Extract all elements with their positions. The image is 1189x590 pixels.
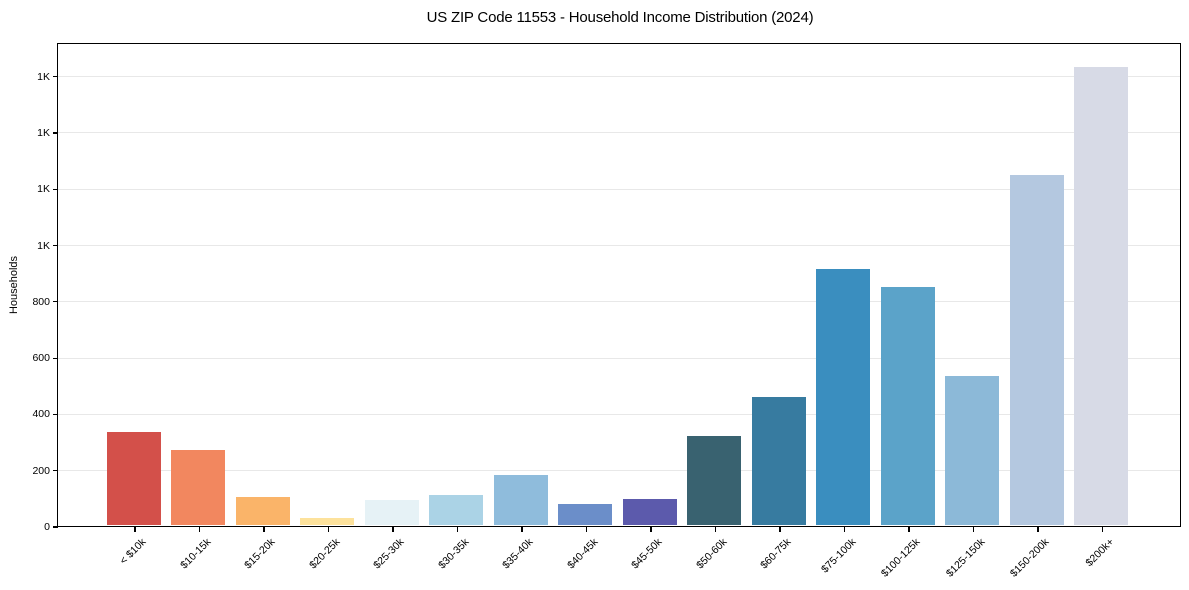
y-tick-label: 0 [44, 521, 50, 533]
x-tick-mark [650, 527, 652, 532]
bar [235, 497, 290, 526]
y-tick-mark [53, 301, 58, 303]
x-tick-mark [972, 527, 975, 532]
x-tick-mark [585, 527, 588, 532]
x-tick-label: $30-35k [435, 536, 471, 572]
bar [493, 475, 548, 526]
x-tick-mark [1037, 527, 1039, 532]
x-tick-label: $20-25k [306, 536, 342, 572]
bar [558, 504, 612, 526]
x-tick-mark [843, 527, 846, 532]
bar [880, 287, 935, 526]
x-tick-label: $35-40k [500, 536, 536, 572]
y-tick-mark [53, 413, 58, 415]
y-tick-label: 1K [37, 183, 50, 196]
gridline [58, 76, 1180, 78]
x-tick-mark [521, 527, 523, 532]
y-tick-mark [53, 244, 58, 247]
plot-area [57, 43, 1181, 527]
y-tick-label: 200 [32, 464, 50, 477]
x-tick-label: $50-60k [693, 536, 729, 572]
bar [816, 269, 870, 526]
y-tick-mark [53, 357, 58, 359]
x-tick-label: $75-100k [818, 536, 858, 576]
bar [1009, 175, 1064, 526]
x-tick-label: $10-15k [177, 536, 213, 572]
x-tick-label: $60-75k [758, 536, 794, 572]
y-tick-mark [53, 76, 58, 78]
x-tick-mark [263, 527, 265, 532]
x-tick-mark [198, 527, 201, 532]
x-tick-mark [714, 527, 717, 532]
x-tick-label: $25-30k [371, 536, 407, 572]
y-tick-mark [53, 188, 58, 190]
gridline [58, 301, 1180, 303]
x-tick-label: < $10k [117, 536, 149, 567]
bar [429, 495, 483, 526]
y-tick-label: 800 [32, 295, 50, 308]
x-tick-label: $40-45k [564, 536, 600, 572]
y-tick-label: 600 [32, 352, 50, 365]
bar [945, 376, 999, 526]
x-tick-label: $150-200k [1007, 536, 1052, 580]
x-tick-mark [908, 527, 910, 532]
y-tick-mark [53, 132, 58, 134]
x-tick-label: $100-125k [878, 536, 923, 580]
gridline [58, 188, 1180, 190]
bar [1074, 66, 1128, 526]
gridline [58, 245, 1180, 247]
x-tick-mark [779, 527, 781, 532]
x-tick-label: $15-20k [242, 536, 278, 572]
gridline [58, 470, 1180, 472]
gridline [58, 413, 1180, 415]
bar [622, 498, 677, 526]
y-tick-label: 1K [37, 126, 50, 139]
x-tick-mark [134, 527, 136, 532]
bar [751, 397, 806, 526]
x-tick-mark [456, 527, 459, 532]
x-tick-mark [327, 527, 330, 532]
x-tick-label: $200k+ [1082, 536, 1116, 570]
bar [300, 518, 354, 526]
gridline [58, 357, 1180, 359]
y-tick-mark [53, 470, 58, 472]
y-tick-label: 1K [37, 70, 50, 83]
y-tick-label: 1K [37, 239, 50, 252]
bar [364, 499, 419, 526]
x-tick-label: $45-50k [629, 536, 665, 572]
x-tick-label: $125-150k [943, 536, 987, 580]
x-tick-mark [1101, 527, 1104, 532]
chart-title: US ZIP Code 11553 - Household Income Dis… [426, 9, 814, 26]
y-tick-mark [53, 526, 58, 528]
bar [687, 435, 741, 526]
bar [106, 431, 161, 526]
gridline [58, 132, 1180, 134]
bar [171, 449, 225, 526]
x-tick-mark [392, 527, 394, 532]
y-tick-label: 400 [32, 408, 50, 421]
